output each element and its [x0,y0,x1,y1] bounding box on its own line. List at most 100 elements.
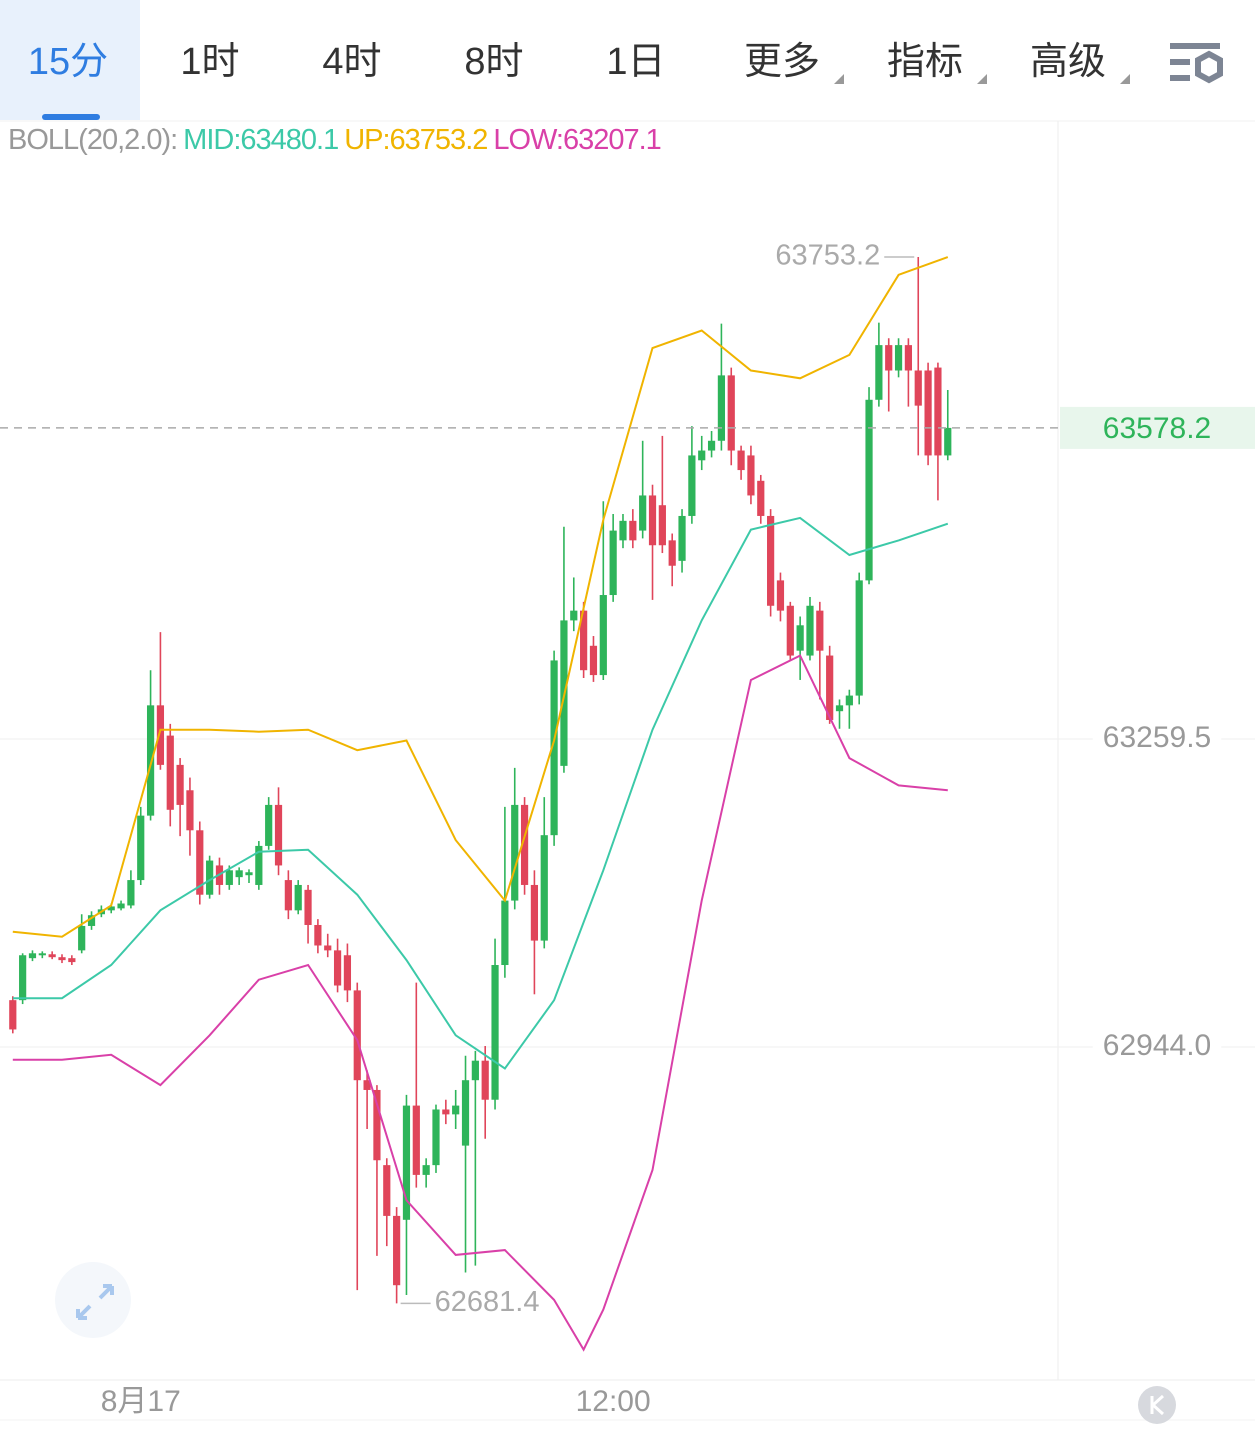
candle-body [481,1060,489,1100]
indicator-label: BOLL(20,2.0): [8,124,178,156]
y-tick-label: 63259.5 [1103,721,1211,754]
tab[interactable]: 1日 [606,41,665,83]
tab[interactable]: 1时 [180,41,239,83]
candle-body [265,804,273,846]
candle-body [609,530,617,596]
candle-body [904,345,913,371]
candle-body [796,625,804,651]
tab[interactable]: 指标 [887,41,963,83]
candle-body [196,830,204,895]
candle-body [146,705,155,816]
candle-body [422,1165,430,1175]
candle-body [452,1105,460,1115]
boll-line [12,654,948,1352]
candle-body [9,1000,17,1030]
x-tick-label: 8月17 [101,1385,181,1418]
candle-body [324,945,332,951]
candle-body [550,660,558,836]
candle-body [727,375,735,451]
candle-body [87,915,96,926]
candle-body [540,835,548,941]
candle-body [68,958,76,963]
candle-body [402,1105,411,1220]
dropdown-caret [977,74,987,84]
legend-entry: MID:63480.1 [183,124,339,156]
dropdown-caret [834,74,844,84]
candle-body [668,540,676,566]
boll-line [12,256,949,938]
x-tick-label: 12:00 [576,1385,651,1418]
candle-body [225,870,233,885]
high-marker-label: 63753.2 [775,240,880,272]
candle-body [944,427,952,456]
candle-body [648,495,657,546]
k-button[interactable] [1138,1386,1176,1424]
candle-body [934,367,942,456]
candle-body [658,505,666,546]
candle-body [156,705,165,765]
candle-body [511,804,519,901]
candle-body [363,1080,371,1090]
candle-body [914,370,922,406]
settings-icon[interactable] [1170,43,1223,84]
tab[interactable]: 8时 [464,41,523,83]
candle-body [924,370,932,456]
candle-body [314,924,322,946]
y-tick-label-bg [1092,716,1222,758]
candle-body [639,495,647,531]
tab[interactable]: 4时 [322,41,381,83]
tab[interactable]: 高级 [1030,41,1106,83]
candle-body [698,450,706,461]
candle-body [776,580,785,611]
boll-line [12,516,949,1070]
plot-area: 63259.5 62944.0 8月17 12:00 63753.2 62681.4 635… [0,240,1255,1418]
candle-body [442,1109,450,1115]
candle-body [353,990,361,1081]
candle-body [816,610,824,651]
candle-body [599,595,607,676]
candle-body [255,845,263,885]
candle-body [186,790,194,831]
candle-body [855,580,863,696]
tab[interactable]: 15分 [28,41,108,83]
candle-body [294,884,302,911]
candle-body [806,605,814,656]
candle-body [826,655,834,720]
candle-body [38,953,46,956]
candle-body [393,1215,401,1286]
candle-body [570,610,578,621]
candle-body [48,954,56,958]
candle-body [117,903,125,909]
candle-body [885,345,893,371]
candle-body [432,1109,440,1166]
candle-body [373,1089,381,1161]
active-tab-bg [0,0,140,120]
candle-body [274,804,283,866]
last-price-bg [1060,406,1255,449]
legend-entry: UP:63753.2 [344,124,488,156]
candle-body [166,735,174,810]
candle-body [580,610,588,671]
candle-body [688,455,696,516]
last-price-label: 63578.2 [1103,412,1211,445]
candle-body [245,872,253,876]
expand-button[interactable] [55,1262,131,1338]
candle-body [284,880,292,911]
candle-body [757,480,765,516]
candle-body [707,440,716,451]
candle-body [107,906,115,911]
y-tick-label: 62944.0 [1103,1029,1211,1062]
candle-body [786,605,794,656]
legend-entry: LOW:63207.1 [493,124,661,156]
candle-body [737,450,745,471]
candle-body [894,345,903,371]
candle-body [58,957,66,961]
candle-body [235,870,243,878]
candle-body [619,520,627,541]
candle-body [875,345,883,400]
candle-body [471,1060,479,1081]
tab[interactable]: 更多 [744,41,820,83]
candle-body [629,520,637,541]
